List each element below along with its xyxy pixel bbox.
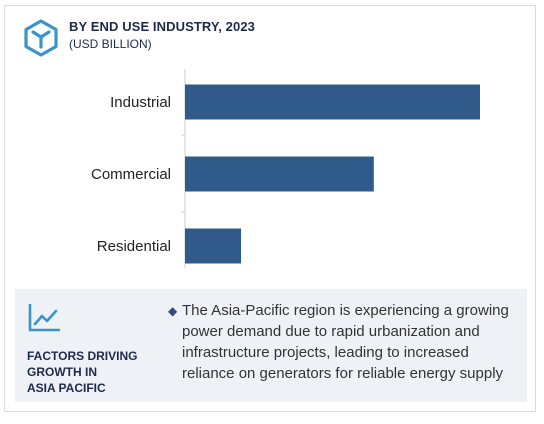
category-label: Industrial <box>110 94 171 111</box>
cube-logo-icon <box>24 19 58 57</box>
category-label: Commercial <box>91 166 171 183</box>
diamond-bullet-icon: ◆ <box>168 304 178 318</box>
factors-line: FACTORS DRIVING <box>27 349 138 363</box>
bar-chart: Industrial Commercial Residential <box>91 69 480 268</box>
factors-line: GROWTH IN <box>27 365 97 379</box>
bar-residential <box>185 228 242 264</box>
growth-description: The Asia-Pacific region is experiencing … <box>182 302 509 382</box>
chart-title: BY END USE INDUSTRY, 2023 <box>69 19 256 34</box>
chart-subtitle: (USD BILLION) <box>69 37 152 51</box>
category-label: Residential <box>97 238 171 255</box>
chart-card: BY END USE INDUSTRY, 2023 (USD BILLION) … <box>4 5 536 412</box>
bar-industrial <box>185 84 480 120</box>
trend-line-icon <box>28 303 61 332</box>
factors-line: ASIA PACIFIC <box>27 381 106 395</box>
bar-commercial <box>185 156 374 192</box>
factors-heading: FACTORS DRIVING GROWTH IN ASIA PACIFIC <box>27 348 137 396</box>
insight-panel: FACTORS DRIVING GROWTH IN ASIA PACIFIC ◆… <box>15 289 527 402</box>
